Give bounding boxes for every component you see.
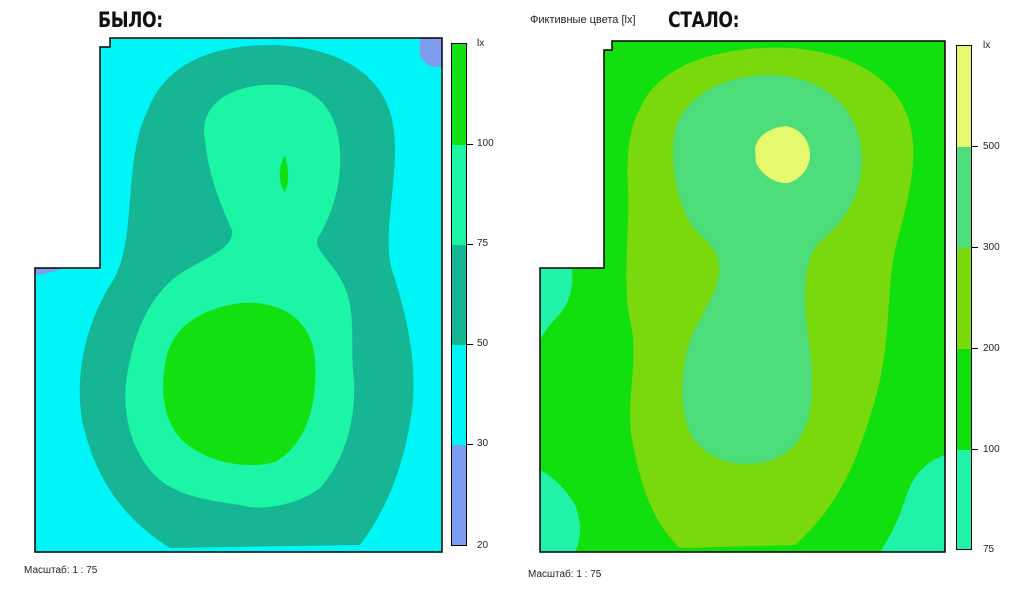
after-scale-text: Масштаб: 1 : 75 xyxy=(528,569,602,580)
after-legend-segment xyxy=(957,147,971,248)
after-legend-tick xyxy=(972,247,978,248)
after-legend-tick-label: 75 xyxy=(983,544,995,555)
before-legend-tick xyxy=(467,244,473,245)
after-legend-tick xyxy=(972,348,978,349)
before-legend-unit: lx xyxy=(477,38,485,49)
before-legend-tick xyxy=(467,144,473,145)
before-legend-tick-label: 100 xyxy=(477,138,494,149)
before-room-outline xyxy=(34,37,443,553)
before-legend-tick-label: 50 xyxy=(477,338,489,349)
after-zone-500 xyxy=(755,126,810,184)
before-legend-tick-label: 20 xyxy=(477,540,489,551)
before-legend-segment xyxy=(452,445,466,545)
before-legend-tick xyxy=(467,344,473,345)
after-zone-75-100 xyxy=(540,470,580,552)
after-legend-tick-label: 300 xyxy=(983,242,1000,253)
before-legend-segment xyxy=(452,44,466,145)
after-legend-unit: lx xyxy=(983,40,991,51)
before-scale-text: Масштаб: 1 : 75 xyxy=(24,565,98,576)
before-legend-segment xyxy=(452,345,466,445)
before-legend-segment xyxy=(452,145,466,245)
after-legend-bar xyxy=(956,45,972,550)
after-legend-segment xyxy=(957,46,971,147)
after-heading: СТАЛО: xyxy=(668,8,740,32)
after-zone-300-500 xyxy=(672,75,863,464)
after-legend-tick xyxy=(972,146,978,147)
before-legend-bar xyxy=(451,43,467,546)
after-room-outline xyxy=(539,40,946,553)
before-zone-100 xyxy=(163,302,316,466)
after-legend-tick-label: 500 xyxy=(983,141,1000,152)
after-legend-segment xyxy=(957,248,971,349)
after-zone-75-100 xyxy=(540,268,573,340)
before-legend-tick-label: 75 xyxy=(477,238,489,249)
after-floor-plan xyxy=(540,41,945,552)
after-zone-75-100 xyxy=(880,455,945,552)
after-legend-tick-label: 100 xyxy=(983,444,1000,455)
after-legend-segment xyxy=(957,349,971,450)
before-zone-20-30 xyxy=(420,38,442,67)
after-legend-tick xyxy=(972,449,978,450)
before-zone-100 xyxy=(279,155,289,192)
false-color-subtitle: Фиктивные цвета [lx] xyxy=(530,14,636,26)
before-legend-segment xyxy=(452,245,466,345)
after-legend-segment xyxy=(957,450,971,549)
before-heading: БЫЛО: xyxy=(98,8,163,32)
before-legend-tick-label: 30 xyxy=(477,438,489,449)
before-floor-plan xyxy=(35,38,442,552)
before-legend-tick xyxy=(467,444,473,445)
after-legend-tick-label: 200 xyxy=(983,343,1000,354)
